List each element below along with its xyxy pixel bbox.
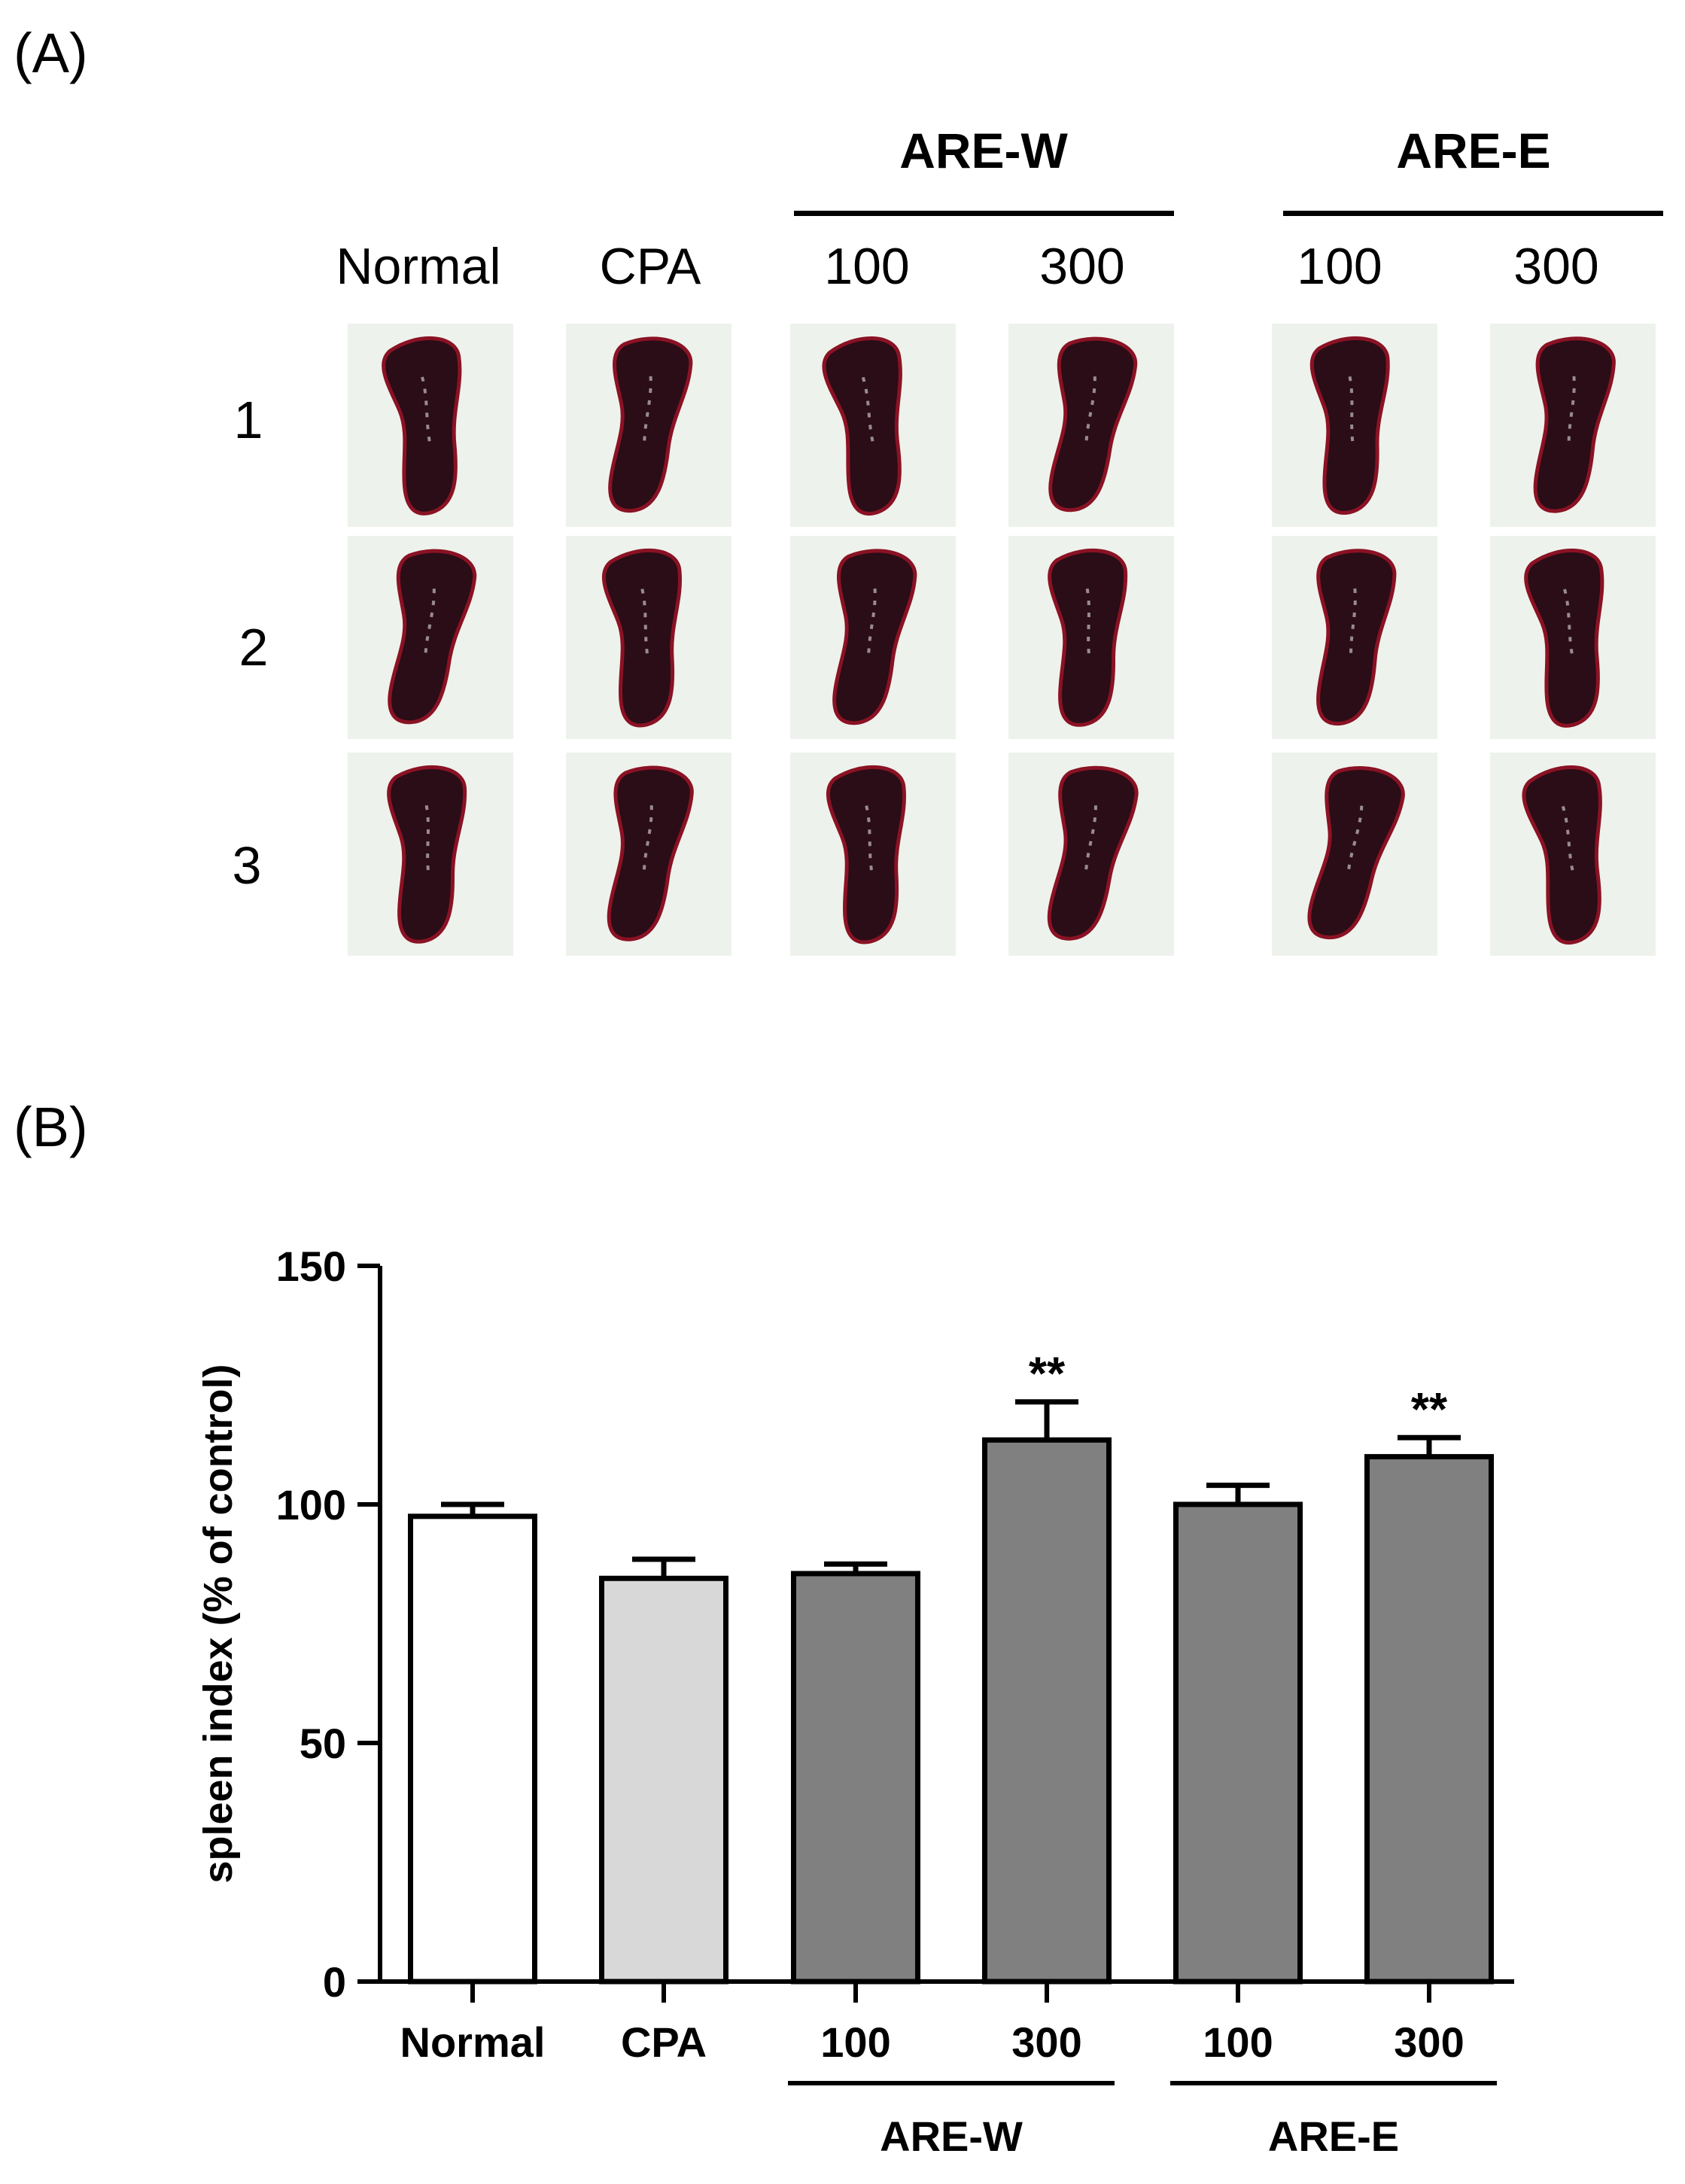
spleen-photo-r3-c2 — [566, 753, 731, 956]
group-line-are-e — [1283, 211, 1663, 216]
spleen-photo-r3-c1 — [348, 753, 513, 956]
spleen-photo-r3-c5 — [1272, 753, 1437, 956]
spleen-photo-r2-c5 — [1272, 536, 1437, 739]
group-label: ARE-E — [1268, 2113, 1399, 2160]
col-label-are-e-100: 100 — [1297, 238, 1382, 295]
row-label-2: 2 — [239, 618, 269, 677]
significance-label: ** — [1411, 1384, 1448, 1436]
spleen-photo-r2-c2 — [566, 536, 731, 739]
panel-a-label: (A) — [14, 22, 88, 84]
x-tick-label: 300 — [1394, 2018, 1464, 2066]
panel-b-label: (B) — [14, 1096, 88, 1158]
spleen-photo-r3-c3 — [790, 753, 956, 956]
spleen-photo-r2-c6 — [1490, 536, 1656, 739]
col-label-are-e-300: 300 — [1513, 238, 1599, 295]
spleen-photo-r2-c1 — [348, 536, 513, 739]
bar — [1173, 1501, 1303, 1985]
spleen-photo-r1-c1 — [348, 324, 513, 527]
y-tick-label: 0 — [323, 1958, 346, 2006]
bar — [599, 1575, 728, 1985]
x-tick-label: CPA — [621, 2018, 707, 2066]
x-tick-label: 100 — [1203, 2018, 1273, 2066]
x-tick-label: 100 — [820, 2018, 890, 2066]
col-label-normal: Normal — [336, 238, 501, 295]
spleen-photo-r1-c3 — [790, 324, 956, 527]
spleen-photo-r1-c4 — [1008, 324, 1174, 527]
significance-label: ** — [1029, 1349, 1066, 1401]
y-tick-label: 150 — [276, 1243, 346, 1290]
x-tick-label: Normal — [400, 2018, 546, 2066]
spleen-index-chart: 0 50 100 150 spleen index (% of control) Norm… — [196, 1243, 1514, 2160]
x-tick-label: 300 — [1011, 2018, 1081, 2066]
bar — [408, 1513, 537, 1985]
bar — [791, 1571, 920, 1985]
spleen-photo-r1-c6 — [1490, 324, 1656, 527]
spleen-photo-r3-c6 — [1490, 753, 1656, 956]
col-label-are-w-300: 300 — [1039, 238, 1125, 295]
group-header-are-e: ARE-E — [1396, 123, 1551, 178]
group-header-are-w: ARE-W — [899, 123, 1068, 178]
spleen-photo-r2-c3 — [790, 536, 956, 739]
spleen-photo-r1-c5 — [1272, 324, 1437, 527]
spleen-photo-r3-c4 — [1008, 753, 1174, 956]
row-label-1: 1 — [233, 391, 263, 449]
y-axis-title: spleen index (% of control) — [196, 1364, 241, 1883]
col-label-cpa: CPA — [599, 238, 701, 295]
spleen-photo-r2-c4 — [1008, 536, 1174, 739]
group-label: ARE-W — [880, 2113, 1023, 2160]
row-label-3: 3 — [232, 836, 262, 895]
y-tick-label: 100 — [276, 1481, 346, 1528]
bar — [1364, 1454, 1494, 1985]
bar — [982, 1437, 1112, 1985]
group-line-are-w — [794, 211, 1174, 216]
y-tick-label: 50 — [300, 1720, 346, 1767]
col-label-are-w-100: 100 — [824, 238, 910, 295]
spleen-photo-r1-c2 — [566, 324, 731, 527]
